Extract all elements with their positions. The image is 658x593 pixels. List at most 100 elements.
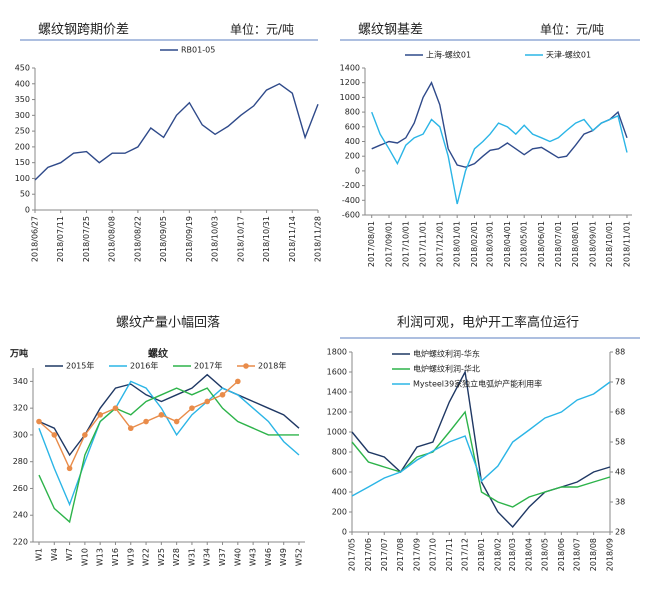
y2-tick-label: 58 xyxy=(615,438,625,447)
x-tick-label: 2017/09 xyxy=(413,538,422,571)
x-tick-label: W46 xyxy=(264,548,273,566)
x-tick-label: W13 xyxy=(96,548,105,566)
x-tick-label: 2017/12/01 xyxy=(435,221,444,267)
legend-label: 2015年 xyxy=(66,361,94,371)
y2-tick-label: 88 xyxy=(615,348,625,357)
y-tick-label: 800 xyxy=(345,108,360,117)
point xyxy=(127,425,134,432)
x-tick-label: 2017/11/01 xyxy=(419,221,428,267)
x-tick-label: 2018/06 xyxy=(557,538,566,571)
y-tick-label: 0 xyxy=(355,166,360,175)
x-tick-label: 2017/12 xyxy=(461,538,470,571)
series-line xyxy=(38,387,299,524)
series-line xyxy=(351,381,611,497)
y-tick-label: 1200 xyxy=(327,408,347,417)
x-tick-label: 2018/05/01 xyxy=(520,221,529,267)
x-tick-label: 2017/08/01 xyxy=(367,221,376,267)
x-tick-label: 2018/11/01 xyxy=(622,221,631,267)
point xyxy=(173,418,180,425)
unit: 单位：元/吨 xyxy=(230,22,294,37)
x-tick-label: 2018/08/01 xyxy=(571,221,580,267)
y-tick-label: -400 xyxy=(342,196,360,205)
legend-label: 电炉螺纹利润-华东 xyxy=(413,349,480,359)
x-tick-label: 2018/10/17 xyxy=(236,216,245,262)
x-tick-label: 2018/07 xyxy=(573,538,582,571)
x-tick-label: 2018/03 xyxy=(508,538,517,571)
x-tick-label: 2018/02 xyxy=(493,538,502,571)
y-tick-label: -200 xyxy=(342,181,360,190)
y-tick-label: 400 xyxy=(345,137,360,146)
y2-tick-label: 78 xyxy=(615,378,625,387)
series-line xyxy=(351,369,611,529)
x-tick-label: 2018/11/28 xyxy=(314,216,323,262)
y-tick-label: 1800 xyxy=(327,348,347,357)
point xyxy=(204,398,211,405)
x-tick-label: W37 xyxy=(218,548,227,566)
y-tick-label: 450 xyxy=(15,64,30,73)
chart-title: 利润可观，电炉开工率高位运行 xyxy=(397,315,579,331)
x-tick-label: W19 xyxy=(126,548,135,566)
y-tick-label: 200 xyxy=(345,152,360,161)
unit: 单位：元/吨 xyxy=(540,22,604,37)
x-tick-label: W16 xyxy=(111,548,120,566)
chart-title: 螺纹产量小幅回落 xyxy=(116,316,220,331)
legend-label: 天津-螺纹01 xyxy=(546,50,591,60)
point xyxy=(36,418,42,425)
x-tick-label: 2017/10/01 xyxy=(401,221,410,267)
y-tick-label: 50 xyxy=(20,190,30,199)
y-tick-label: 150 xyxy=(15,158,30,167)
point xyxy=(143,418,149,425)
x-tick-label: 2017/08 xyxy=(396,538,405,571)
x-tick-label: 2017/07 xyxy=(380,538,389,571)
x-tick-label: 2017/05 xyxy=(348,538,357,571)
x-tick-label: 2018/06/01 xyxy=(537,221,546,267)
y-tick-label: 200 xyxy=(15,142,30,151)
x-tick-label: W7 xyxy=(65,548,74,561)
x-tick-label: 2018/04/01 xyxy=(503,221,512,267)
y-tick-label: -600 xyxy=(342,211,360,220)
chart-title: 螺纹钢基差 xyxy=(358,23,423,38)
y-tick-label: 800 xyxy=(332,448,347,457)
x-tick-label: 2017/09/01 xyxy=(385,221,394,267)
y-tick-label: 1600 xyxy=(327,368,347,377)
x-tick-label: W40 xyxy=(233,548,242,566)
y2-tick-label: 38 xyxy=(615,498,625,507)
y-tick-label: 400 xyxy=(332,488,347,497)
point xyxy=(97,412,103,418)
x-tick-label: 2018/02/01 xyxy=(470,221,479,267)
y-tick-label: 1200 xyxy=(340,78,360,87)
x-tick-label: 2018/06/27 xyxy=(31,216,40,262)
x-tick-label: W43 xyxy=(249,548,258,566)
x-tick-label: 2018/01/01 xyxy=(453,221,462,267)
y2-tick-label: 68 xyxy=(615,408,625,417)
x-tick-label: 2018/08/08 xyxy=(108,216,117,262)
y2-tick-label: 48 xyxy=(615,468,625,477)
x-tick-label: 2018/10/31 xyxy=(262,216,271,262)
x-tick-label: W31 xyxy=(187,548,196,566)
x-tick-label: 2017/11 xyxy=(445,538,454,571)
x-tick-label: 2018/10/01 xyxy=(605,221,614,267)
x-tick-label: W1 xyxy=(35,548,44,561)
legend-label: 2018年 xyxy=(258,361,286,371)
y-tick-label: 240 xyxy=(13,511,28,520)
x-tick-label: W22 xyxy=(142,548,151,566)
y-tick-label: 260 xyxy=(13,484,28,493)
x-tick-label: 2018/03/01 xyxy=(486,221,495,267)
y2-tick-label: 28 xyxy=(615,528,625,537)
series-line xyxy=(38,373,300,457)
point xyxy=(235,378,241,385)
y-tick-label: 600 xyxy=(332,468,347,477)
y-tick-label: 0 xyxy=(342,528,347,537)
x-tick-label: 2018/04 xyxy=(525,538,534,571)
x-tick-label: 2018/07/11 xyxy=(56,216,65,262)
x-tick-label: 2018/01 xyxy=(477,538,486,571)
legend-label: 上海-螺纹01 xyxy=(426,50,471,60)
x-tick-label: W52 xyxy=(295,548,304,566)
point xyxy=(82,432,88,438)
legend-marker xyxy=(243,363,249,369)
subtitle: 螺纹 xyxy=(148,347,169,360)
x-tick-label: 2017/06 xyxy=(364,538,373,571)
x-tick-label: 2018/09/01 xyxy=(588,221,597,267)
x-tick-label: 2018/09/19 xyxy=(185,216,194,262)
x-tick-label: 2018/08 xyxy=(589,538,598,571)
